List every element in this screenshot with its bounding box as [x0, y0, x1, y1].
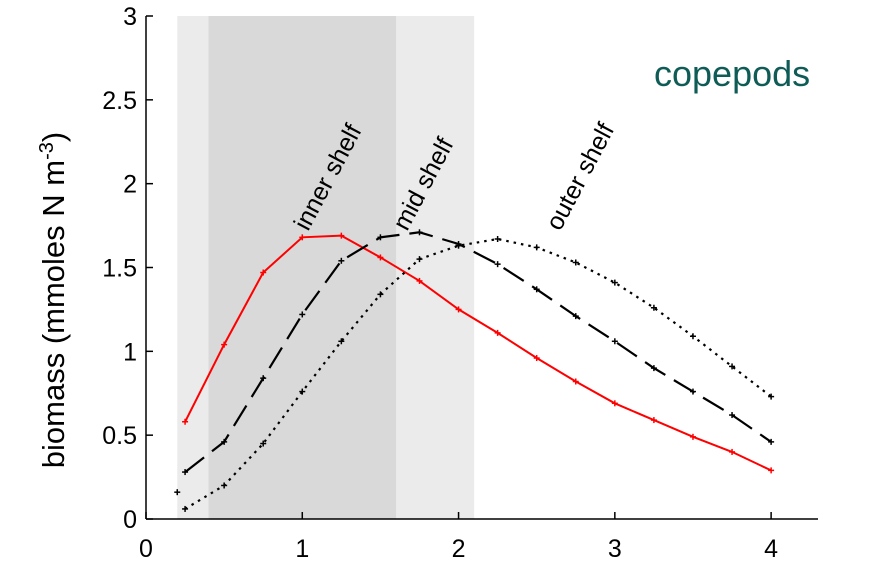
y-tick-label-2: 1: [123, 338, 137, 366]
data-point-inner-shelf-5: [377, 254, 384, 261]
data-point-mid-shelf-0: [182, 469, 189, 476]
x-tick-label-2: 2: [452, 535, 466, 563]
y-axis-title-close: ): [36, 132, 71, 142]
y-tick-label-0: 0: [123, 506, 137, 534]
data-point-outer-shelf-9: [533, 244, 540, 251]
data-point-mid-shelf-2: [260, 375, 267, 382]
y-tick-label-1: 0.5: [102, 422, 137, 450]
shaded-regions: [177, 16, 475, 519]
data-point-outer-shelf-14: [729, 363, 736, 370]
data-point-mid-shelf-11: [611, 338, 618, 345]
data-point-inner-shelf-0: [182, 418, 189, 425]
y-tick-label-4: 2: [123, 171, 137, 199]
data-point-mid-shelf-15: [768, 438, 775, 445]
data-point-outer-shelf-15: [768, 393, 775, 400]
data-point-mid-shelf-4: [338, 257, 345, 264]
data-point-inner-shelf-12: [650, 417, 657, 424]
x-tick-label-0: 0: [139, 535, 153, 563]
y-axis-title-exponent: -3: [36, 142, 58, 160]
panel-title: copepods: [654, 53, 810, 94]
data-point-outer-shelf-4: [338, 338, 345, 345]
extra-point-0: [174, 489, 181, 496]
data-point-mid-shelf-5: [377, 234, 384, 241]
series-line-outer-shelf: [184, 237, 772, 510]
curve-label-outer-shelf: outer shelf: [541, 119, 621, 235]
y-axis-title-main: biomass (mmoles N m: [36, 160, 71, 468]
y-tick-label-5: 2.5: [102, 87, 137, 115]
data-point-inner-shelf-2: [260, 269, 267, 276]
data-point-outer-shelf-0: [182, 505, 189, 512]
data-point-outer-shelf-7: [455, 242, 462, 249]
y-axis-title: biomass (mmoles N m-3): [36, 132, 71, 468]
data-point-inner-shelf-4: [338, 232, 345, 239]
series-layer: [184, 231, 772, 510]
shaded-region-1: [208, 16, 397, 519]
data-point-inner-shelf-8: [494, 329, 501, 336]
data-point-mid-shelf-6: [416, 229, 423, 236]
markers-layer: [174, 229, 775, 512]
data-point-outer-shelf-6: [416, 256, 423, 263]
x-tick-label-3: 3: [608, 535, 622, 563]
data-point-outer-shelf-12: [650, 304, 657, 311]
x-tick-label-1: 1: [295, 535, 309, 563]
data-point-inner-shelf-11: [611, 400, 618, 407]
data-point-inner-shelf-13: [689, 433, 696, 440]
data-point-inner-shelf-15: [768, 467, 775, 474]
data-point-outer-shelf-8: [494, 235, 501, 242]
x-tick-label-4: 4: [764, 535, 778, 563]
data-point-outer-shelf-1: [221, 482, 228, 489]
data-point-mid-shelf-12: [650, 365, 657, 372]
data-point-inner-shelf-7: [455, 306, 462, 313]
data-point-mid-shelf-14: [729, 412, 736, 419]
data-point-mid-shelf-10: [572, 313, 579, 320]
data-point-inner-shelf-14: [729, 448, 736, 455]
y-tick-label-6: 3: [123, 3, 137, 31]
data-point-mid-shelf-1: [221, 438, 228, 445]
series-line-mid-shelf: [184, 231, 772, 473]
data-point-outer-shelf-5: [377, 291, 384, 298]
data-point-inner-shelf-3: [299, 234, 306, 241]
data-point-inner-shelf-9: [533, 355, 540, 362]
data-point-inner-shelf-1: [221, 341, 228, 348]
data-point-outer-shelf-10: [572, 259, 579, 266]
data-point-inner-shelf-6: [416, 277, 423, 284]
data-point-mid-shelf-3: [299, 311, 306, 318]
data-point-outer-shelf-11: [611, 279, 618, 286]
data-point-mid-shelf-8: [494, 261, 501, 268]
data-point-outer-shelf-3: [299, 388, 306, 395]
data-point-mid-shelf-13: [689, 388, 696, 395]
series-line-inner-shelf: [184, 234, 772, 472]
data-point-mid-shelf-9: [533, 286, 540, 293]
ticks: 0 1 2 3 4 0 0.5 1 1.5 2 2.5 3: [102, 3, 778, 563]
data-point-outer-shelf-2: [260, 440, 267, 447]
data-point-outer-shelf-13: [689, 333, 696, 340]
data-point-inner-shelf-10: [572, 378, 579, 385]
y-tick-label-3: 1.5: [102, 255, 137, 283]
